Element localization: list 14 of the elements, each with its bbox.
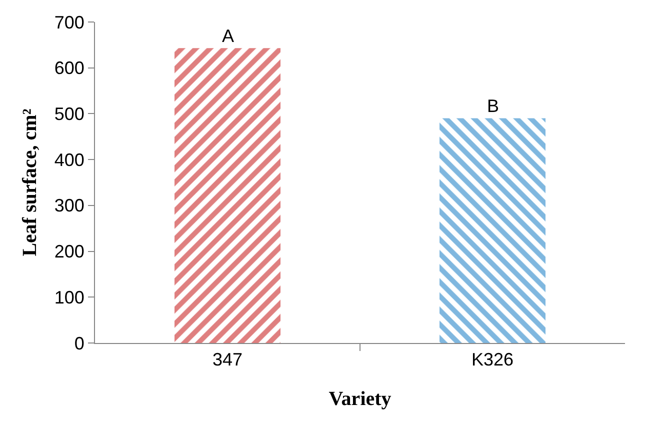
- x-tick-label: 347: [212, 350, 243, 370]
- x-axis-title: Variety: [328, 388, 392, 410]
- annotation: B: [487, 96, 500, 116]
- y-tick-label: 600: [54, 58, 84, 78]
- x-tick-label: K326: [471, 350, 514, 370]
- y-tick-label: 400: [54, 150, 84, 170]
- y-tick-label: 200: [54, 242, 84, 262]
- y-tick-label: 100: [54, 287, 84, 308]
- y-tick-label: 300: [54, 196, 84, 216]
- y-tick-label: 700: [54, 12, 84, 32]
- y-axis-title: Leaf surface, cm²: [18, 108, 41, 256]
- y-tick-label: 500: [54, 104, 84, 124]
- annotation: A: [222, 26, 234, 46]
- y-tick-label: 0: [74, 333, 84, 354]
